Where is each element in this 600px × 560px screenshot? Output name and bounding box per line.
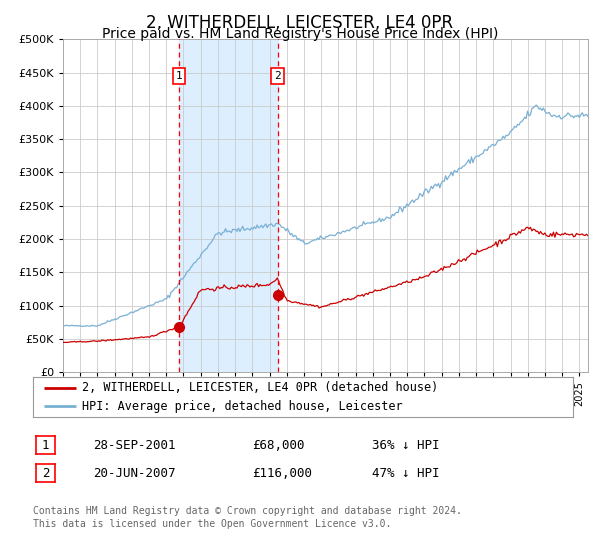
Text: 1: 1	[42, 438, 49, 452]
Text: Contains HM Land Registry data © Crown copyright and database right 2024.: Contains HM Land Registry data © Crown c…	[33, 506, 462, 516]
Text: Price paid vs. HM Land Registry's House Price Index (HPI): Price paid vs. HM Land Registry's House …	[102, 27, 498, 41]
Text: 2: 2	[42, 466, 49, 480]
Text: 2, WITHERDELL, LEICESTER, LE4 0PR: 2, WITHERDELL, LEICESTER, LE4 0PR	[146, 14, 454, 32]
Text: 47% ↓ HPI: 47% ↓ HPI	[372, 466, 439, 480]
Bar	[179, 39, 278, 372]
Text: £116,000: £116,000	[252, 466, 312, 480]
Text: 20-JUN-2007: 20-JUN-2007	[93, 466, 176, 480]
Text: 36% ↓ HPI: 36% ↓ HPI	[372, 438, 439, 452]
Text: This data is licensed under the Open Government Licence v3.0.: This data is licensed under the Open Gov…	[33, 519, 391, 529]
Text: 2: 2	[274, 71, 281, 81]
Text: 2, WITHERDELL, LEICESTER, LE4 0PR (detached house): 2, WITHERDELL, LEICESTER, LE4 0PR (detac…	[82, 381, 438, 394]
Text: £68,000: £68,000	[252, 438, 305, 452]
Text: 28-SEP-2001: 28-SEP-2001	[93, 438, 176, 452]
Text: 1: 1	[176, 71, 182, 81]
Text: HPI: Average price, detached house, Leicester: HPI: Average price, detached house, Leic…	[82, 400, 402, 413]
